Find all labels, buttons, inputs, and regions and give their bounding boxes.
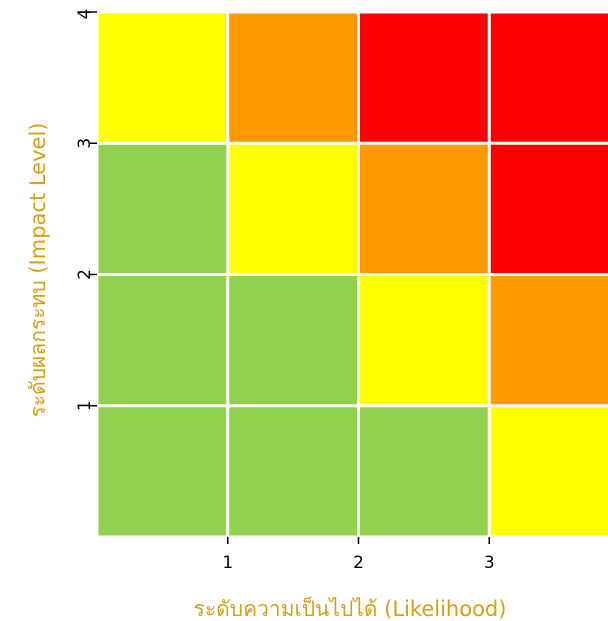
y-tick-label-4: 4 (75, 9, 95, 20)
x-tick-label-2: 2 (353, 553, 364, 573)
cell-impact1-likelihood3 (360, 407, 488, 536)
cell-impact4-likelihood1 (98, 13, 227, 142)
x-axis-label: ระดับความเป็นไปได้ (Likelihood) (194, 595, 507, 621)
cell-impact3-likelihood1 (98, 144, 227, 273)
cell-impact4-likelihood2 (229, 13, 357, 142)
x-tick-label-3: 3 (484, 553, 495, 573)
cell-impact4-likelihood4 (490, 13, 608, 142)
y-axis-label: ระดับผลกระทบ (Impact Level) (26, 123, 50, 418)
cell-impact1-likelihood4 (490, 407, 608, 536)
cells-layer (98, 13, 608, 536)
cell-impact2-likelihood4 (490, 276, 608, 405)
cell-impact3-likelihood2 (229, 144, 357, 273)
y-tick-label-2: 2 (75, 269, 95, 280)
cell-impact2-likelihood1 (98, 276, 227, 405)
x-tick-label-1: 1 (222, 553, 233, 573)
cell-impact3-likelihood4 (490, 144, 608, 273)
cell-impact1-likelihood2 (229, 407, 357, 536)
ticks-layer: 12341234 (75, 9, 495, 573)
cell-impact2-likelihood3 (360, 276, 488, 405)
cell-impact3-likelihood3 (360, 144, 488, 273)
cell-impact2-likelihood2 (229, 276, 357, 405)
y-tick-label-1: 1 (75, 400, 95, 411)
cell-impact4-likelihood3 (360, 13, 488, 142)
cell-impact1-likelihood1 (98, 407, 227, 536)
y-tick-label-3: 3 (75, 138, 95, 149)
